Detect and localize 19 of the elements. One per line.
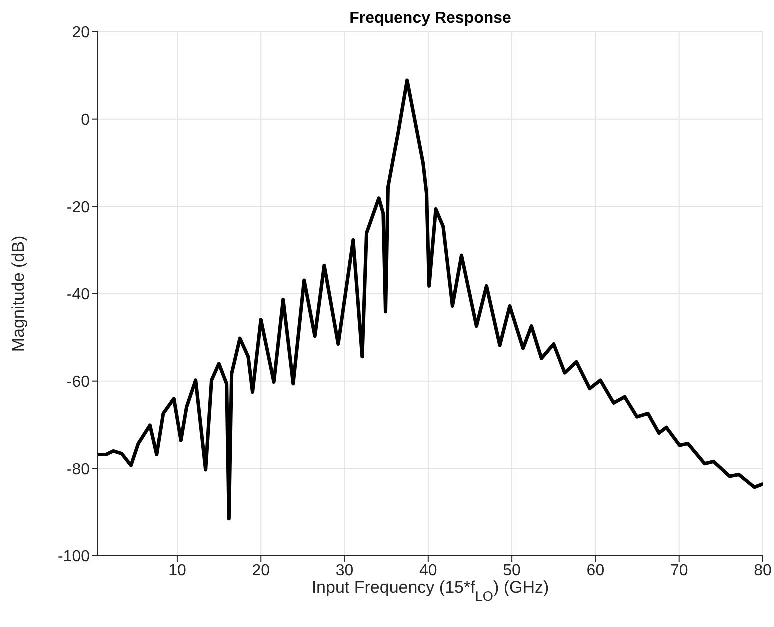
y-tick-label: -60	[66, 374, 90, 392]
line-series	[98, 78, 763, 521]
x-tick-label: 50	[503, 562, 522, 580]
y-tick-label: -80	[66, 461, 90, 478]
x-tick-label: 70	[670, 562, 688, 580]
y-tick-label: -40	[66, 286, 90, 304]
x-axis-title: Input Frequency (15*f$_{LO}$) (GHz)	[312, 578, 550, 604]
chart-title: Frequency Response	[348, 9, 512, 29]
y-tick-label: 0	[81, 112, 90, 130]
x-tick-label: 10	[168, 562, 186, 580]
x-tick-label: 60	[586, 562, 605, 580]
y-tick-label: 20	[72, 24, 90, 42]
x-tick-label: 30	[336, 562, 354, 580]
y-axis-title: Magnitude (dB)	[9, 236, 28, 352]
x-tick-label: 80	[754, 562, 772, 580]
y-tick-label: -20	[66, 199, 90, 216]
x-tick-label: 20	[252, 562, 270, 580]
y-tick-label: -100	[58, 548, 90, 566]
x-tick-label: 40	[420, 562, 438, 580]
